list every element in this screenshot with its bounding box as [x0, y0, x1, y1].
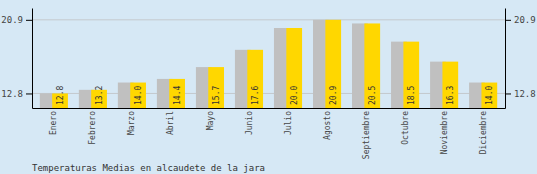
data-label: 12.8: [56, 86, 65, 105]
tick-label: Diciembre: [479, 111, 488, 155]
tick: Marzo: [127, 111, 136, 135]
x-axis: Enero Febrero Marzo Abril Mayo Junio Julio Agos…: [33, 109, 506, 160]
tick: 12.8: [505, 89, 536, 99]
tick: 20.9: [1, 15, 32, 25]
data-label: 20.5: [368, 86, 377, 105]
chart: 12.8 13.2 14.0 14.4 15.7 17.6 20.0 20.9 20.5 18.5…: [0, 0, 537, 174]
bar: [403, 42, 419, 108]
bar: [364, 23, 380, 108]
data-labels: 12.8 13.2 14.0 14.4 15.7 17.6 20.0 20.9 20.5 18.5…: [56, 86, 494, 105]
y-axis-right: 12.8 20.9: [505, 9, 536, 109]
tick: Agosto: [323, 111, 332, 140]
data-label: 14.0: [134, 86, 143, 105]
tick-label: Agosto: [323, 111, 332, 140]
tick-label: 12.8: [514, 89, 536, 99]
tick-label: Febrero: [88, 111, 97, 145]
tick-mark: [505, 93, 511, 94]
data-label: 14.4: [173, 86, 182, 105]
tick: Octubre: [401, 111, 410, 145]
tick: 20.9: [505, 15, 536, 25]
plot: 12.8 13.2 14.0 14.4 15.7 17.6 20.0 20.9 20.5 18.5…: [1, 9, 535, 160]
y-axis: 12.8 20.9: [1, 9, 32, 109]
tick: Julio: [284, 111, 293, 135]
tick: Septiembre: [362, 111, 371, 159]
tick-mark: [26, 20, 32, 21]
tick-mark: [505, 20, 511, 21]
data-label: 20.0: [290, 86, 299, 105]
tick-label: Enero: [49, 111, 58, 135]
bar: [130, 83, 146, 108]
tick-label: Octubre: [401, 111, 410, 145]
tick: Abril: [166, 111, 175, 135]
data-label: 18.5: [407, 86, 416, 105]
bar: [286, 28, 302, 108]
tick-label: Marzo: [127, 111, 136, 135]
tick-label: Noviembre: [440, 111, 449, 155]
data-label: 17.6: [251, 86, 260, 105]
bar: [208, 67, 224, 108]
tick-mark: [26, 93, 32, 94]
data-label: 20.9: [329, 86, 338, 105]
tick-label: Julio: [284, 111, 293, 135]
tick-label: 20.9: [1, 15, 23, 25]
tick-label: Septiembre: [362, 111, 371, 159]
tick: Enero: [49, 111, 58, 135]
axis-line: [32, 9, 33, 109]
tick-label: Junio: [245, 111, 254, 135]
tick-label: Abril: [166, 111, 175, 135]
data-label: 13.2: [95, 86, 104, 105]
data-label: 14.0: [485, 86, 494, 105]
tick: Junio: [245, 111, 254, 135]
tick-label: 12.8: [1, 89, 23, 99]
bar: [442, 62, 458, 108]
tick: Febrero: [88, 111, 97, 145]
bar: [481, 83, 497, 108]
tick-label: 20.9: [514, 15, 536, 25]
bar: [169, 79, 185, 108]
bar: [325, 20, 341, 108]
axis-line: [33, 108, 506, 109]
tick: 12.8: [1, 89, 32, 99]
data-label: 16.3: [446, 86, 455, 105]
tick: Noviembre: [440, 111, 449, 155]
title: Temperaturas Medias en alcaudete de la j…: [32, 163, 265, 173]
bars: [40, 20, 497, 108]
tick-label: Mayo: [206, 111, 215, 130]
data-label: 15.7: [212, 86, 221, 105]
grid-line: [32, 19, 505, 20]
tick: Diciembre: [479, 111, 488, 155]
tick: Mayo: [206, 111, 215, 130]
bar: [247, 50, 263, 108]
